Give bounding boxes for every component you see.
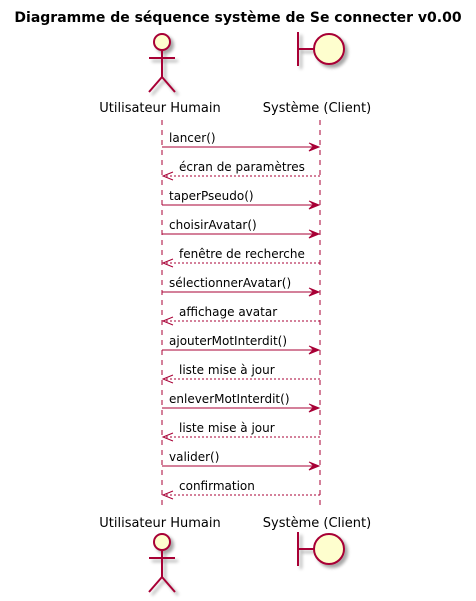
diagram-title: Diagramme de séquence système de Se conn… <box>14 10 461 26</box>
message-call: taperPseudo() <box>162 189 321 210</box>
message-return: affichage avatar <box>161 305 320 326</box>
arrowhead-icon <box>161 490 174 500</box>
actor-user-bottom <box>148 533 176 593</box>
message-label: ajouterMotInterdit() <box>169 334 287 348</box>
message-return: écran de paramètres <box>161 160 320 181</box>
message-return: liste mise à jour <box>161 421 320 442</box>
arrowhead-icon <box>308 200 321 210</box>
boundary-system-bottom <box>297 532 345 566</box>
arrowhead-icon <box>161 374 174 384</box>
message-label: sélectionnerAvatar() <box>169 276 291 290</box>
actor-head-icon <box>153 533 171 551</box>
actor-head-icon <box>153 33 171 51</box>
participant-label-system-bottom: Système (Client) <box>263 516 371 531</box>
message-label: enleverMotInterdit() <box>169 392 290 406</box>
arrowhead-icon <box>161 316 174 326</box>
message-label: liste mise à jour <box>179 363 275 377</box>
message-label: confirmation <box>179 479 255 493</box>
message-call: sélectionnerAvatar() <box>162 276 321 297</box>
arrowhead-icon <box>161 258 174 268</box>
message-call: lancer() <box>162 131 321 152</box>
boundary-icon <box>313 533 345 565</box>
messages: lancer() écran de paramètres taperPseudo()… <box>161 131 321 500</box>
arrowhead-icon <box>308 403 321 413</box>
arrowhead-icon <box>308 229 321 239</box>
message-return: fenêtre de recherche <box>161 247 320 268</box>
arrowhead-icon <box>161 432 174 442</box>
arrowhead-icon <box>161 171 174 181</box>
participant-label-user-bottom: Utilisateur Humain <box>99 516 221 531</box>
participant-label-system-top: Système (Client) <box>263 101 371 116</box>
message-call: ajouterMotInterdit() <box>162 334 321 355</box>
participant-label-user-top: Utilisateur Humain <box>99 101 221 116</box>
message-return: liste mise à jour <box>161 363 320 384</box>
message-call: choisirAvatar() <box>162 218 321 239</box>
message-label: valider() <box>169 450 219 464</box>
arrowhead-icon <box>308 142 321 152</box>
message-call: enleverMotInterdit() <box>162 392 321 413</box>
arrowhead-icon <box>308 461 321 471</box>
message-label: taperPseudo() <box>169 189 254 203</box>
message-label: affichage avatar <box>179 305 277 319</box>
message-call: valider() <box>162 450 321 471</box>
arrowhead-icon <box>308 345 321 355</box>
message-label: liste mise à jour <box>179 421 275 435</box>
message-return: confirmation <box>161 479 320 500</box>
message-label: lancer() <box>169 131 216 145</box>
message-label: choisirAvatar() <box>169 218 257 232</box>
boundary-system-top <box>297 32 345 66</box>
message-label: fenêtre de recherche <box>179 247 305 261</box>
arrowhead-icon <box>308 287 321 297</box>
boundary-icon <box>313 33 345 65</box>
message-label: écran de paramètres <box>179 160 305 174</box>
actor-user-top <box>148 33 176 93</box>
